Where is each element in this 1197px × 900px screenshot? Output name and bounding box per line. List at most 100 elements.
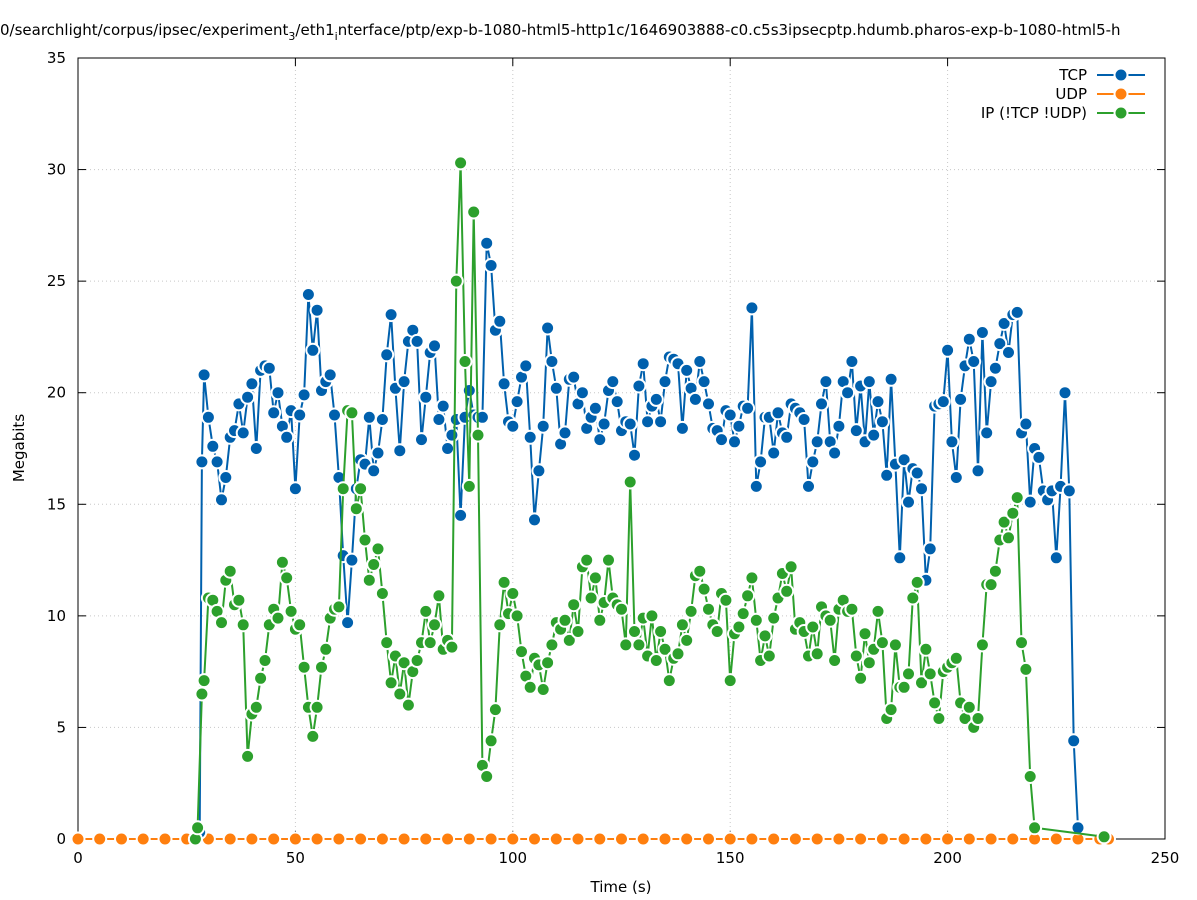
data-point-udp [505,831,521,847]
data-point-ip-tcp-udp [861,655,877,671]
data-point-tcp [722,407,738,423]
data-point-ip-tcp-udp [240,748,256,764]
data-point-ip-tcp-udp [279,570,295,586]
data-point-ip-tcp-udp [1005,505,1021,521]
chart-title: 0/searchlight/corpus/ipsec/experiment3/e… [0,21,1121,43]
data-point-ip-tcp-udp [357,532,373,548]
data-point-ip-tcp-udp [614,601,629,617]
data-point-tcp [740,400,756,416]
data-point-tcp [557,425,573,441]
data-point-tcp [870,394,886,410]
data-point-tcp [518,358,534,374]
data-point-udp [766,831,782,847]
x-tick-label: 50 [286,849,305,867]
x-axis-title: Time (s) [590,878,652,896]
data-point-tcp [970,463,986,479]
data-point-tcp [194,454,210,470]
x-tick-label: 0 [73,849,83,867]
data-point-ip-tcp-udp [905,590,921,606]
data-point-tcp [1001,345,1016,360]
data-point-tcp [214,492,229,508]
data-point-tcp [440,441,456,456]
data-point-ip-tcp-udp [783,559,799,575]
data-point-tcp [444,427,460,443]
data-point-ip-tcp-udp [579,552,595,568]
data-point-ip-tcp-udp [566,597,582,613]
data-point-tcp [370,445,386,461]
data-point-ip-tcp-udp [283,603,299,619]
data-point-ip-tcp-udp [335,481,351,497]
data-point-tcp [540,320,556,336]
data-point-ip-tcp-udp [1001,530,1016,546]
data-point-tcp [548,380,564,396]
data-point-tcp [496,376,512,392]
data-point-udp [135,831,151,847]
data-point-ip-tcp-udp [448,273,464,289]
data-point-ip-tcp-udp [883,702,899,718]
data-point-ip-tcp-udp [1096,829,1112,845]
data-point-ip-tcp-udp [809,646,825,662]
data-point-tcp [844,354,860,369]
data-point-tcp [344,552,360,568]
data-point-udp [940,831,956,847]
data-point-ip-tcp-udp [974,637,990,653]
legend-label-tcp: TCP [1058,66,1087,84]
data-point-ip-tcp-udp [1009,490,1025,506]
data-point-ip-tcp-udp [748,612,764,628]
legend-marker-ip-tcp-udp [1113,105,1129,121]
data-point-tcp [805,454,821,470]
data-point-ip-tcp-udp [692,563,708,579]
data-point-tcp [566,369,582,385]
data-point-tcp [509,394,525,410]
data-point-tcp [244,376,260,392]
data-point-tcp [327,407,342,423]
data-point-ip-tcp-udp [653,624,669,639]
data-point-udp [787,831,803,847]
data-point-tcp [744,300,760,316]
data-point-tcp [435,398,451,414]
data-point-udp [722,831,738,847]
data-point-ip-tcp-udp [961,699,977,715]
data-point-tcp [753,454,769,470]
data-point-tcp [461,383,477,398]
data-point-ip-tcp-udp [1027,820,1043,836]
data-point-tcp [748,478,764,494]
data-point-ip-tcp-udp [483,733,499,749]
data-point-udp [483,831,499,847]
data-point-ip-tcp-udp [844,601,860,617]
data-point-tcp [396,374,412,390]
data-point-tcp [622,416,638,432]
data-point-ip-tcp-udp [701,601,716,617]
data-point-tcp [809,434,825,450]
data-point-ip-tcp-udp [909,574,925,590]
data-point-tcp [1018,416,1034,432]
y-tick-label: 20 [47,384,66,402]
data-point-tcp [1022,494,1038,510]
data-point-ip-tcp-udp [627,624,642,639]
data-point-tcp [831,418,847,434]
data-point-tcp [766,445,782,461]
data-point-udp [331,831,347,847]
data-point-tcp [474,409,490,425]
data-point-ip-tcp-udp [318,641,334,657]
data-point-tcp [979,425,995,441]
title-part-1: 0/searchlight/corpus/ipsec/experiment [0,21,289,39]
data-point-tcp [266,405,282,421]
data-point-udp [440,831,456,847]
data-point-tcp [531,463,547,479]
data-point-ip-tcp-udp [874,635,890,651]
data-point-ip-tcp-udp [766,610,782,626]
data-point-ip-tcp-udp [914,675,929,691]
data-point-ip-tcp-udp [722,673,738,689]
data-point-udp [548,831,564,847]
data-point-tcp [205,438,221,454]
data-point-tcp [379,347,395,363]
data-point-tcp [648,391,664,407]
legend-marker-udp [1113,86,1129,102]
data-point-ip-tcp-udp [409,653,425,668]
data-point-ip-tcp-udp [583,590,599,606]
data-point-tcp [840,385,856,401]
data-point-tcp [505,418,521,434]
